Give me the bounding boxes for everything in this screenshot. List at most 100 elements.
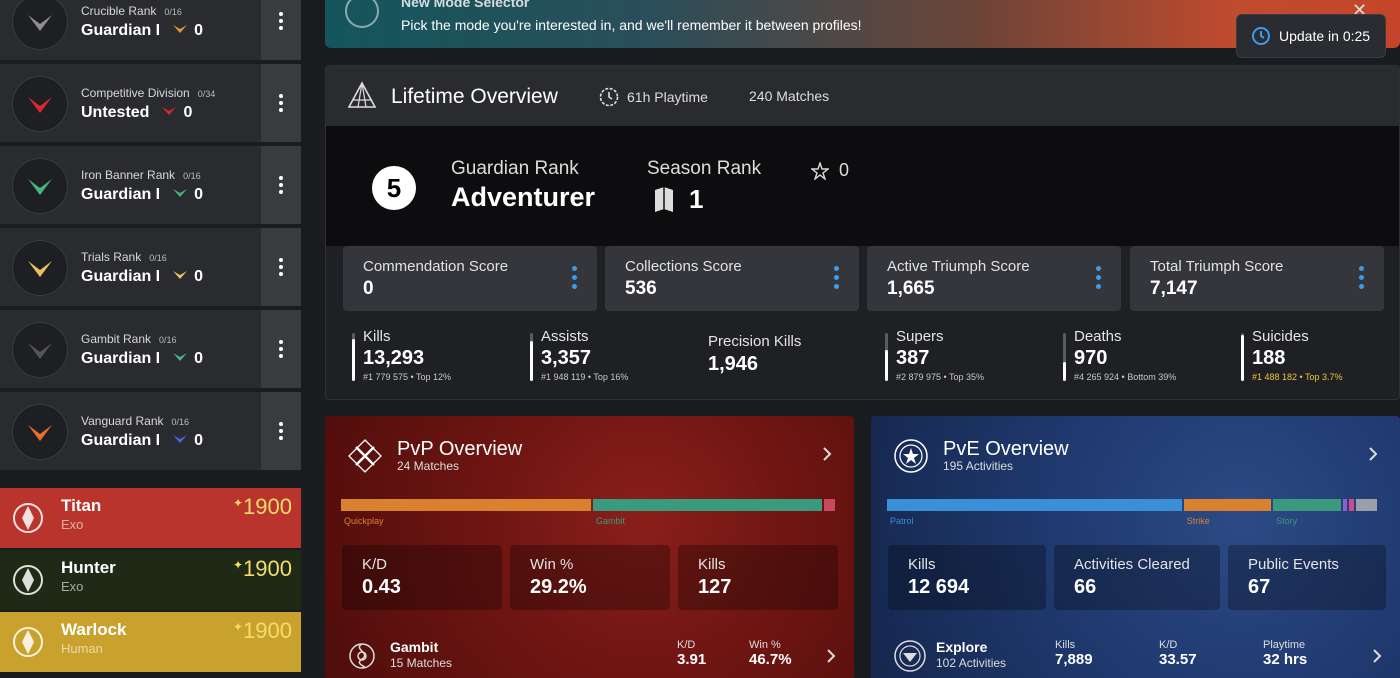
rank-value-text: Guardian I <box>81 186 161 203</box>
stat-rank: #4 265 924 • Bottom 39% <box>1074 372 1177 382</box>
rank-progress-count: 0/16 <box>183 171 201 181</box>
mode-segment-label: Gambit <box>595 516 625 526</box>
season-bonus-value: 0 <box>839 160 850 180</box>
rank-value: Guardian I 0 <box>81 432 203 450</box>
mode-segment <box>823 499 835 511</box>
gambit-win-label: Win % <box>749 639 781 651</box>
rank-menu-button[interactable] <box>261 64 301 142</box>
rank-title-text: Crucible Rank <box>81 4 157 18</box>
rank-emblem-icon <box>12 240 68 296</box>
mode-selector-banner[interactable]: New Mode Selector Pick the mode you're i… <box>325 0 1400 48</box>
stat-label: Deaths <box>1074 328 1122 345</box>
rank-card[interactable]: Gambit Rank 0/16 Guardian I 0 <box>0 310 301 390</box>
character-card-warlock[interactable]: Warlock Human ✦1900 <box>0 612 301 672</box>
pvp-subtitle: 24 Matches <box>397 459 460 473</box>
score-card: Total Triumph Score 7,147 <box>1130 246 1384 311</box>
rank-value-text: Guardian I <box>81 268 161 285</box>
chevron-right-icon[interactable] <box>1368 446 1378 462</box>
explore-kills-value: 7,889 <box>1055 651 1093 668</box>
chevron-right-icon[interactable] <box>826 648 836 664</box>
card-label: Kills <box>698 556 726 573</box>
rank-menu-button[interactable] <box>261 146 301 224</box>
stat-rank: #2 879 975 • Top 35% <box>896 372 985 382</box>
chevron-right-icon[interactable] <box>1372 648 1382 664</box>
power-level-value: 1900 <box>243 556 292 581</box>
rank-card[interactable]: Crucible Rank 0/16 Guardian I 0 <box>0 0 301 62</box>
power-level: ✦1900 <box>233 494 292 520</box>
power-star-icon: ✦ <box>232 620 244 634</box>
more-vertical-icon[interactable] <box>572 266 577 289</box>
rank-points: 0 <box>194 432 204 449</box>
rank-card[interactable]: Competitive Division 0/34 Untested 0 <box>0 64 301 144</box>
more-vertical-icon[interactable] <box>834 266 839 289</box>
character-card-titan[interactable]: Titan Exo ✦1900 <box>0 488 301 548</box>
more-vertical-icon[interactable] <box>1359 266 1364 289</box>
mode-segment <box>1349 499 1354 511</box>
rank-menu-button[interactable] <box>261 0 301 60</box>
power-star-icon: ✦ <box>232 558 244 572</box>
pvp-stat-card: Win % 29.2% <box>510 545 670 610</box>
refresh-timer-icon <box>1252 27 1270 45</box>
more-vertical-icon[interactable] <box>1096 266 1101 289</box>
rank-value: Guardian I 0 <box>81 22 203 40</box>
rank-value: Guardian I 0 <box>81 186 203 204</box>
rank-title: Competitive Division 0/34 <box>81 86 215 100</box>
rank-title-text: Gambit Rank <box>81 332 152 346</box>
rank-card[interactable]: Trials Rank 0/16 Guardian I 0 <box>0 228 301 308</box>
chevron-right-icon[interactable] <box>822 446 832 462</box>
rank-menu-button[interactable] <box>261 228 301 306</box>
character-class: Hunter <box>61 558 116 577</box>
stat-percentile-fill <box>352 338 355 381</box>
pvp-title: PvP Overview <box>397 438 523 460</box>
update-button[interactable]: Update in 0:25 <box>1236 14 1386 58</box>
chevron-down-icon <box>172 268 188 286</box>
more-vertical-icon <box>279 340 283 358</box>
rank-card[interactable]: Iron Banner Rank 0/16 Guardian I 0 <box>0 146 301 226</box>
rank-value: Guardian I 0 <box>81 350 203 368</box>
rank-menu-button[interactable] <box>261 392 301 470</box>
card-label: Win % <box>530 556 574 573</box>
update-label: Update in 0:25 <box>1279 28 1371 44</box>
mode-segment-label: Strike <box>1186 516 1210 526</box>
rank-emblem-icon <box>12 76 68 132</box>
rank-title: Vanguard Rank 0/16 <box>81 414 189 428</box>
playtime: 61h Playtime <box>599 87 708 107</box>
rank-value-text: Guardian I <box>81 22 161 39</box>
stat-percentile-bar <box>352 333 355 381</box>
season-rank-value: 1 <box>689 184 704 214</box>
pve-stat-card: Public Events 67 <box>1228 545 1386 610</box>
character-card-hunter[interactable]: Hunter Exo ✦1900 <box>0 550 301 610</box>
guardian-rank-label: Guardian Rank <box>451 158 579 179</box>
rank-card[interactable]: Vanguard Rank 0/16 Guardian I 0 <box>0 392 301 472</box>
card-value: 67 <box>1248 576 1271 598</box>
matches-count: 240 Matches <box>749 88 830 104</box>
chevron-down-icon <box>172 350 188 368</box>
character-race: Human <box>61 641 103 656</box>
pve-overview[interactable]: PvE Overview 195 Activities Patrol Strike… <box>871 416 1400 678</box>
pvp-overview[interactable]: PvP Overview 24 Matches Quickplay Gambit … <box>325 416 854 678</box>
class-emblem-icon <box>4 618 52 666</box>
rank-title: Iron Banner Rank 0/16 <box>81 168 201 182</box>
explore-playtime-value: 32 hrs <box>1263 651 1308 668</box>
stat-rank: #1 779 575 • Top 12% <box>363 372 452 382</box>
stat-percentile-fill <box>1241 334 1244 381</box>
stat-percentile-fill <box>885 349 888 381</box>
score-value: 536 <box>625 278 657 299</box>
mode-segment <box>887 499 1182 511</box>
rank-menu-button[interactable] <box>261 310 301 388</box>
playtime-text: 61h Playtime <box>627 89 708 105</box>
stat-percentile-bar <box>1063 333 1066 381</box>
gambit-row-subtitle: 15 Matches <box>390 656 453 670</box>
pvp-gambit-row[interactable]: Gambit 15 Matches K/D 3.91 Win % 46.7% <box>325 636 854 678</box>
banner-text: Pick the mode you're interested in, and … <box>401 17 862 33</box>
pve-explore-row[interactable]: Explore 102 Activities Kills 7,889 K/D 3… <box>871 636 1400 678</box>
score-label: Total Triumph Score <box>1150 258 1284 275</box>
rank-value-text: Guardian I <box>81 350 161 367</box>
mode-segment <box>1273 499 1341 511</box>
crossed-swords-icon <box>348 439 382 473</box>
stat-label: Precision Kills <box>708 333 802 350</box>
lifetime-overview: Lifetime Overview 61h Playtime 240 Match… <box>325 65 1400 400</box>
rank-title: Crucible Rank 0/16 <box>81 4 182 18</box>
mode-segment-label: Story <box>1276 516 1298 526</box>
pyramid-icon <box>347 81 377 108</box>
